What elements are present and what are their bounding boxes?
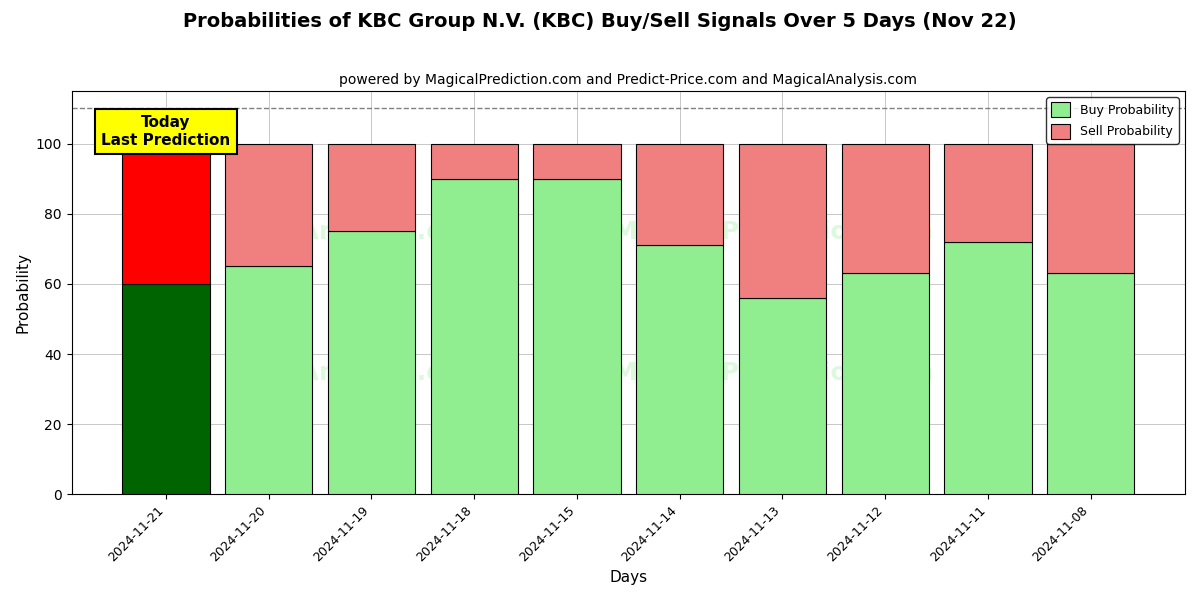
Bar xyxy=(944,242,1032,494)
Text: calAnalysis.com: calAnalysis.com xyxy=(259,361,485,385)
Text: MagicalPrediction.com: MagicalPrediction.com xyxy=(612,361,934,385)
Legend: Buy Probability, Sell Probability: Buy Probability, Sell Probability xyxy=(1046,97,1178,144)
Bar xyxy=(944,143,1032,242)
Bar xyxy=(328,231,415,494)
Text: MagicalPrediction.com: MagicalPrediction.com xyxy=(612,220,934,244)
Bar xyxy=(226,266,312,494)
Bar xyxy=(739,143,826,298)
Bar xyxy=(122,284,210,494)
Bar xyxy=(739,298,826,494)
Bar xyxy=(431,143,518,179)
Y-axis label: Probability: Probability xyxy=(16,252,30,333)
Bar xyxy=(122,143,210,284)
Bar xyxy=(1048,274,1134,494)
Bar xyxy=(636,143,724,245)
Bar xyxy=(533,143,620,179)
Title: powered by MagicalPrediction.com and Predict-Price.com and MagicalAnalysis.com: powered by MagicalPrediction.com and Pre… xyxy=(340,73,917,87)
Bar xyxy=(226,143,312,266)
Bar xyxy=(533,179,620,494)
Bar xyxy=(1048,143,1134,274)
Bar xyxy=(328,143,415,231)
Bar xyxy=(841,143,929,274)
Bar xyxy=(841,274,929,494)
Text: Today
Last Prediction: Today Last Prediction xyxy=(101,115,230,148)
Bar xyxy=(431,179,518,494)
Bar xyxy=(636,245,724,494)
Text: Probabilities of KBC Group N.V. (KBC) Buy/Sell Signals Over 5 Days (Nov 22): Probabilities of KBC Group N.V. (KBC) Bu… xyxy=(184,12,1016,31)
Text: calAnalysis.com: calAnalysis.com xyxy=(259,220,485,244)
X-axis label: Days: Days xyxy=(610,570,647,585)
